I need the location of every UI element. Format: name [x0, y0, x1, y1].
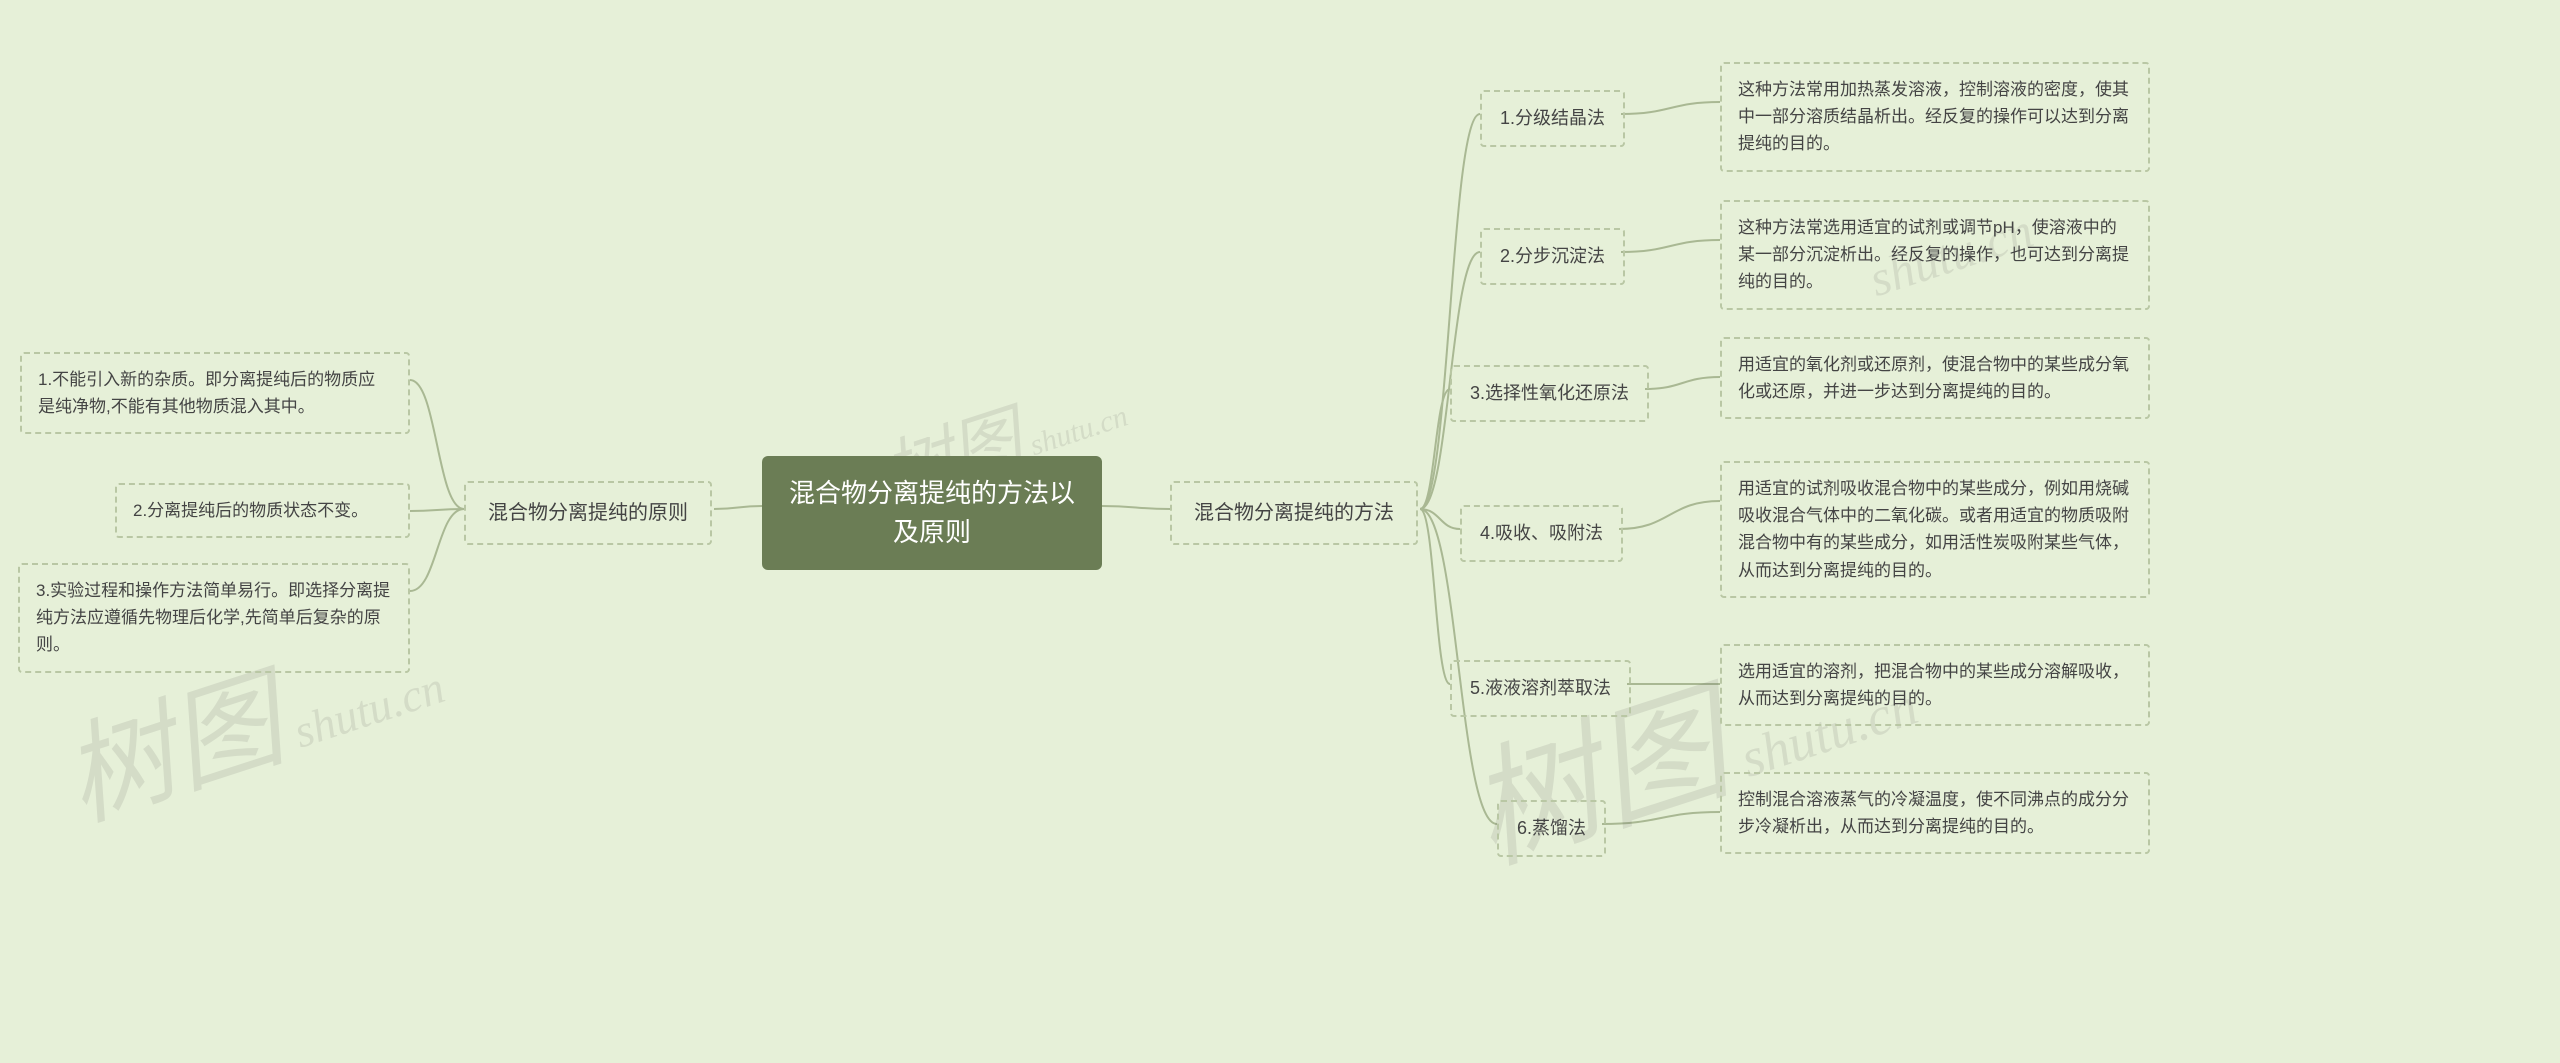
method-desc-node: 控制混合溶液蒸气的冷凝温度，使不同沸点的成分分步冷凝析出，从而达到分离提纯的目的… — [1720, 772, 2150, 854]
method-node: 6.蒸馏法 — [1497, 800, 1606, 857]
left-branch-node: 混合物分离提纯的原则 — [464, 481, 712, 545]
method-desc-node: 用适宜的试剂吸收混合物中的某些成分，例如用烧碱吸收混合气体中的二氧化碳。或者用适… — [1720, 461, 2150, 598]
method-node: 2.分步沉淀法 — [1480, 228, 1625, 285]
left-principle-node: 1.不能引入新的杂质。即分离提纯后的物质应是纯净物,不能有其他物质混入其中。 — [20, 352, 410, 434]
watermark-small: shutu.cn — [277, 661, 451, 761]
watermark-big: 树图 — [50, 658, 297, 842]
method-node: 5.液液溶剂萃取法 — [1450, 660, 1631, 717]
method-node: 1.分级结晶法 — [1480, 90, 1625, 147]
method-desc-node: 选用适宜的溶剂，把混合物中的某些成分溶解吸收，从而达到分离提纯的目的。 — [1720, 644, 2150, 726]
method-desc-node: 这种方法常用加热蒸发溶液，控制溶液的密度，使其中一部分溶质结晶析出。经反复的操作… — [1720, 62, 2150, 172]
watermark-small: shutu.cn — [1019, 400, 1132, 465]
method-desc-node: 这种方法常选用适宜的试剂或调节pH，使溶液中的某一部分沉淀析出。经反复的操作，也… — [1720, 200, 2150, 310]
right-branch-node: 混合物分离提纯的方法 — [1170, 481, 1418, 545]
method-node: 4.吸收、吸附法 — [1460, 505, 1623, 562]
center-node: 混合物分离提纯的方法以及原则 — [762, 456, 1102, 570]
left-principle-node: 3.实验过程和操作方法简单易行。即选择分离提纯方法应遵循先物理后化学,先简单后复… — [18, 563, 410, 673]
method-node: 3.选择性氧化还原法 — [1450, 365, 1649, 422]
method-desc-node: 用适宜的氧化剂或还原剂，使混合物中的某些成分氧化或还原，并进一步达到分离提纯的目… — [1720, 337, 2150, 419]
left-principle-node: 2.分离提纯后的物质状态不变。 — [115, 483, 410, 538]
